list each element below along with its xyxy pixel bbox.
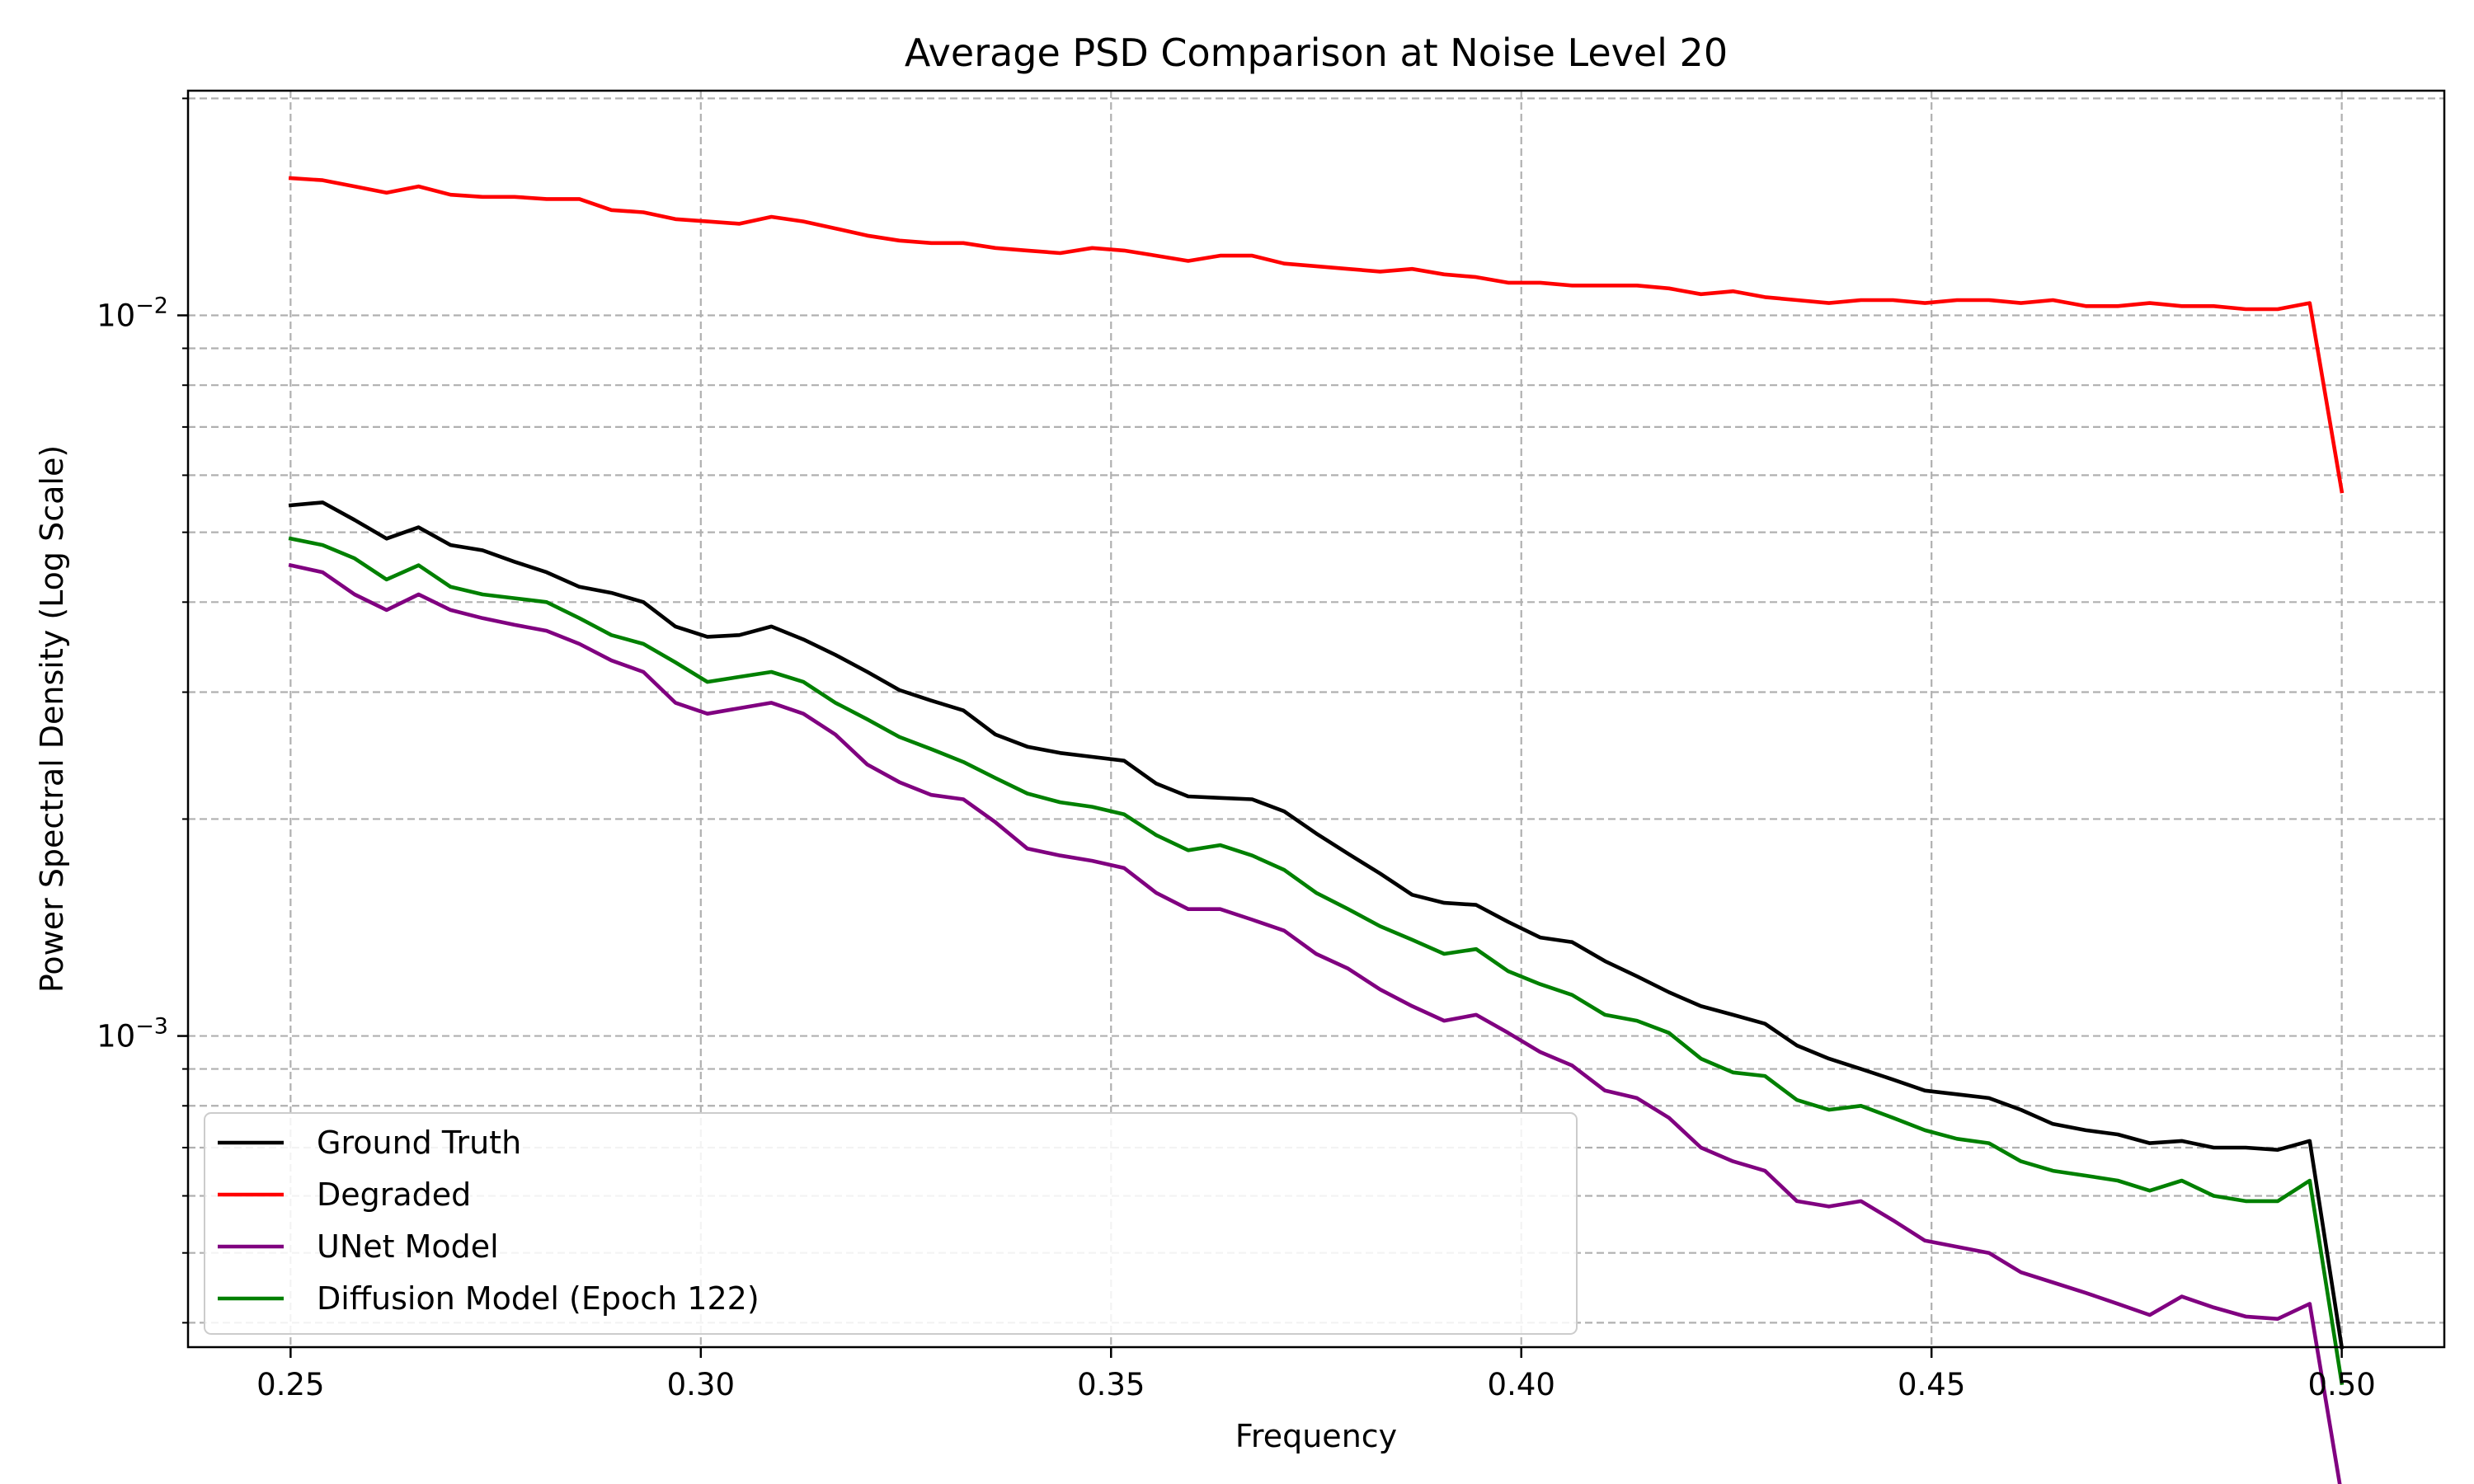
x-tick-label: 0.45 (1898, 1367, 1965, 1402)
series-line-unet-model (288, 562, 2342, 1484)
legend: Ground Truth Degraded UNet Model Diffusion … (204, 1112, 1578, 1335)
axis-ticks: 0.25 0.30 0.35 0.40 0.45 0.50 10−3 10−2 (96, 97, 2376, 1402)
series-group (288, 176, 2345, 1484)
y-tick-label: 10−3 (96, 1014, 168, 1054)
legend-label-diffusion-model-epoch-122: Diffusion Model (Epoch 122) (317, 1280, 760, 1317)
x-tick-label: 0.40 (1488, 1367, 1555, 1402)
series-line-ground-truth (288, 500, 2345, 1350)
legend-label-ground-truth: Ground Truth (317, 1125, 521, 1161)
y-tick-label: 10−2 (96, 293, 168, 333)
legend-label-unet-model: UNet Model (317, 1228, 499, 1265)
y-axis-label: Power Spectral Density (Log Scale) (34, 445, 70, 993)
x-tick-label: 0.50 (2307, 1367, 2375, 1402)
legend-box (204, 1112, 1578, 1335)
x-tick-label: 0.25 (256, 1367, 324, 1402)
x-tick-label: 0.30 (667, 1367, 735, 1402)
grid-lines (188, 91, 2444, 1347)
legend-label-degraded: Degraded (317, 1176, 471, 1213)
series-line-degraded (288, 176, 2345, 494)
chart-title: Average PSD Comparison at Noise Level 20 (905, 31, 1728, 75)
plot-frame (186, 89, 2446, 1349)
x-tick-label: 0.35 (1077, 1367, 1145, 1402)
x-axis-label: Frequency (1235, 1418, 1397, 1454)
series-line-diffusion-model-epoch-122 (288, 536, 2345, 1386)
